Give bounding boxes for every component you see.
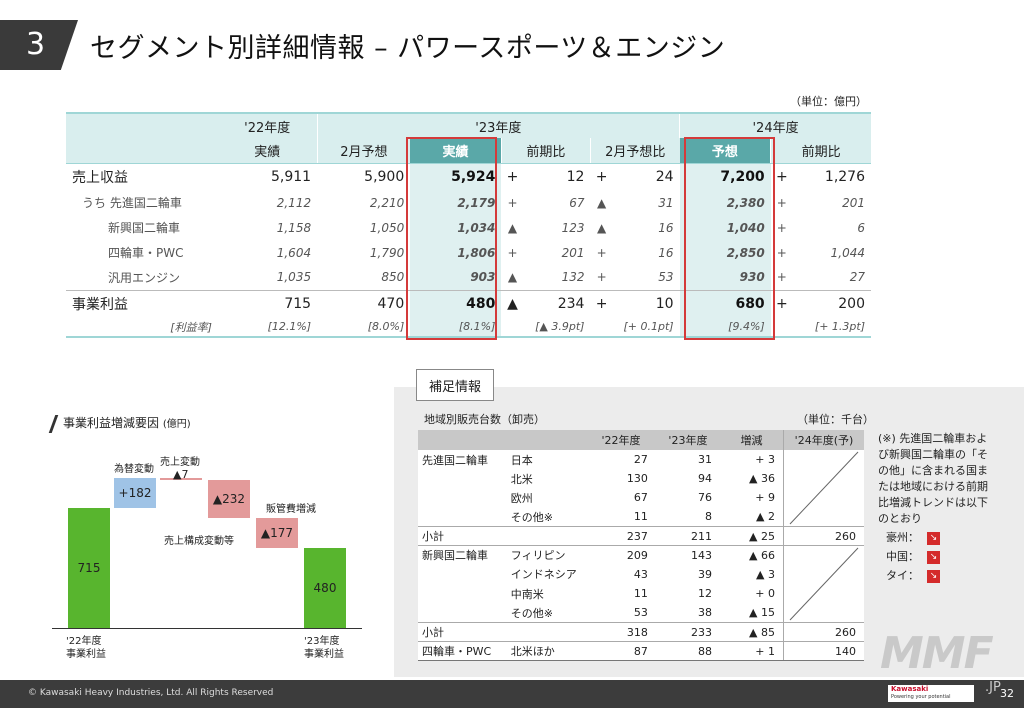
supplement-title: 地域別販売台数（卸売） xyxy=(424,413,545,426)
label-fx: 為替変動 xyxy=(114,464,154,475)
down-arrow-icon: ↘ xyxy=(927,531,940,545)
table-row: その他※ 53 38 ▲ 15 xyxy=(510,606,775,620)
header-fy23-actual: 実績 xyxy=(410,138,502,164)
table-row: 中南米 11 12 + 0 xyxy=(510,587,775,601)
bar-sales xyxy=(160,478,202,480)
main-unit-label: （単位：億円） xyxy=(790,95,867,108)
header-fy24-yoy: 前期比 xyxy=(770,138,871,164)
watermark-logo: MMF xyxy=(880,628,994,679)
bar-fx: +182 xyxy=(114,478,156,508)
waterfall-title: 事業利益増減要因 (億円) xyxy=(48,414,191,433)
table-row: 新興国二輪車 フィリピン 209 143 ▲ 66 xyxy=(418,544,864,623)
table-row: 欧州 67 76 + 9 xyxy=(510,491,775,505)
table-row: 四輪車・PWC 1,604 1,790 1,806 + 201 + 16 2,8… xyxy=(66,240,871,265)
col-fy24-forecast: '24年度(予) xyxy=(782,430,864,450)
page-title: セグメント別詳細情報 – パワースポーツ＆エンジン xyxy=(90,33,726,64)
trend-item: 中国： ↘ xyxy=(886,547,940,566)
table-row: 売上収益 5,911 5,900 5,924 + 12 + 24 7,200 +… xyxy=(66,163,871,190)
row-label: 汎用エンジン xyxy=(108,270,181,285)
header-yoy: 前期比 xyxy=(500,138,591,164)
section-number: 3 xyxy=(0,20,78,70)
trend-list: 豪州： ↘ 中国： ↘ タイ： ↘ xyxy=(886,528,940,585)
down-arrow-icon: ↘ xyxy=(927,550,940,564)
brand-logo: Kawasaki Powering your potential xyxy=(888,685,974,702)
col-fy23: '23年度 xyxy=(655,430,721,450)
trend-item: タイ： ↘ xyxy=(886,566,940,585)
bar-sales-value: ▲7 xyxy=(173,468,189,481)
row-label: 新興国二輪車 xyxy=(108,221,181,235)
header-fy24: '24年度 xyxy=(679,112,871,138)
bar-end: 480 xyxy=(304,548,346,628)
col-fy22: '22年度 xyxy=(586,430,656,450)
footnote: (※) 先進国二輪車および新興国二輪車の「その他」に含まれる国または地域における… xyxy=(878,432,988,525)
table-row: 事業利益 715 470 480 ▲ 234 + 10 680 + 200 xyxy=(66,289,871,317)
bar-start: 715 xyxy=(68,508,110,628)
table-row: 先進国二輪車 日本 27 31 + 3 xyxy=(418,450,864,527)
table-row: インドネシア 43 39 ▲ 3 xyxy=(510,567,775,582)
header-fy23: '23年度 xyxy=(316,112,680,138)
bar-mix: ▲232 xyxy=(208,480,250,518)
table-row-subtotal: 小計 237 211 ▲ 25 260 xyxy=(418,526,864,546)
diagonal-cell xyxy=(782,450,864,527)
table-row-subtotal: 小計 318 233 ▲ 85 260 xyxy=(418,622,864,642)
regional-sales-table: '22年度 '23年度 増減 '24年度(予) 先進国二輪車 日本 27 31 + … xyxy=(418,430,864,661)
label-sga: 販管費増減 xyxy=(266,504,316,515)
supplement-unit: （単位：千台） xyxy=(797,413,874,426)
table-row: 四輪車・PWC 北米ほか 87 88 + 1 140 xyxy=(418,641,864,661)
down-arrow-icon: ↘ xyxy=(927,569,940,583)
trend-item: 豪州： ↘ xyxy=(886,528,940,547)
row-label: うち 先進国二輪車 xyxy=(82,196,182,210)
label-start: '22年度 事業利益 xyxy=(66,636,106,660)
table-row-margin: [利益率] [12.1%] [8.0%] [8.1%] [▲ 3.9pt] [+… xyxy=(66,317,871,338)
slash-icon xyxy=(48,414,59,433)
bar-sga: ▲177 xyxy=(256,518,298,548)
row-label: 事業利益 xyxy=(66,289,218,317)
diagonal-cell xyxy=(782,545,864,623)
row-label: 四輪車・PWC xyxy=(108,246,184,260)
page-number: 32 xyxy=(1000,687,1014,700)
table-row: うち 先進国二輪車 2,112 2,210 2,179 + 67 ▲ 31 2,… xyxy=(66,190,871,215)
waterfall-chart: 715 +182 ▲7 ▲232 ▲177 480 為替変動 売上変動 売上構成… xyxy=(52,440,372,670)
header-vs-feb: 2月予想比 xyxy=(589,138,680,164)
supplement-tab: 補足情報 xyxy=(416,369,494,401)
copyright: © Kawasaki Heavy Industries, Ltd. All Ri… xyxy=(28,688,274,698)
label-end: '23年度 事業利益 xyxy=(304,636,344,660)
table-row: 北米 130 94 ▲ 36 xyxy=(510,472,775,486)
header-fy22-actual: 実績 xyxy=(217,138,318,164)
header-feb-forecast: 2月予想 xyxy=(316,138,411,164)
footer: © Kawasaki Heavy Industries, Ltd. All Ri… xyxy=(0,680,1024,708)
table-row: 新興国二輪車 1,158 1,050 1,034 ▲ 123 ▲ 16 1,04… xyxy=(66,215,871,240)
main-results-table: '22年度 '23年度 '24年度 実績 2月予想 実績 前期比 2月予想比 予… xyxy=(66,112,871,338)
watermark-suffix: .JP xyxy=(985,680,1001,695)
waterfall-baseline xyxy=(52,628,362,629)
row-label: [利益率] xyxy=(66,317,218,338)
col-change: 増減 xyxy=(720,430,784,450)
header-fy22: '22年度 xyxy=(217,112,318,138)
table-row: その他※ 11 8 ▲ 2 xyxy=(510,510,775,524)
label-sales: 売上変動 xyxy=(160,457,200,468)
label-mix: 売上構成変動等 xyxy=(164,536,234,547)
row-label: 売上収益 xyxy=(72,169,128,186)
table-row: 汎用エンジン 1,035 850 903 ▲ 132 + 53 930 + 27 xyxy=(66,265,871,290)
header-fy24-forecast: 予想 xyxy=(679,138,771,164)
